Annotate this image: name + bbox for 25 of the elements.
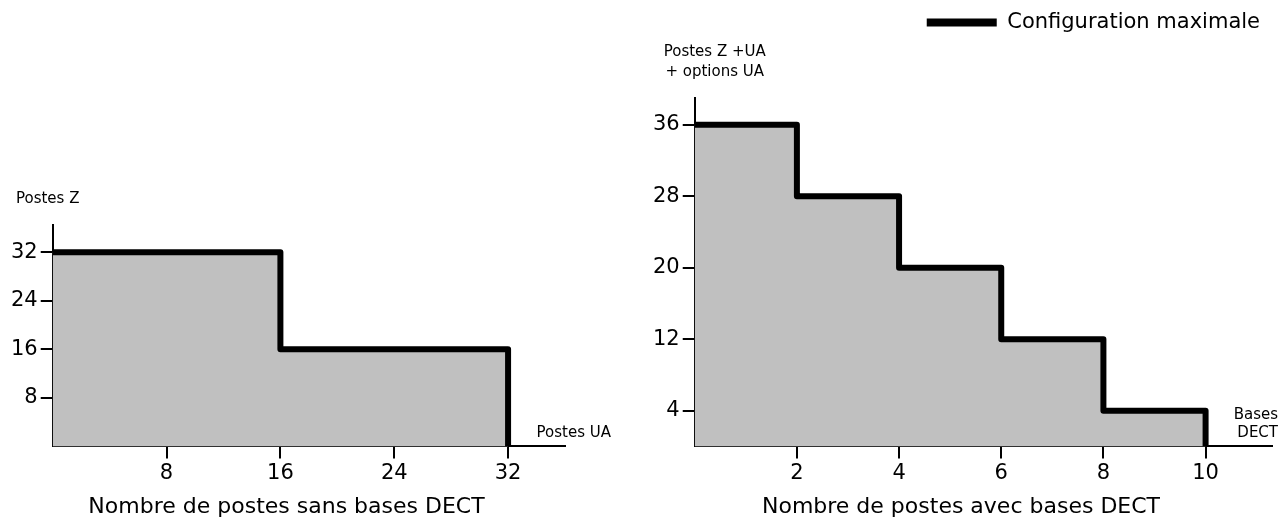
y-tick-label: 4 bbox=[666, 397, 680, 422]
x-tick-label: 6 bbox=[994, 460, 1008, 485]
y-axis-title: Postes Z +UA + options UA bbox=[663, 42, 767, 81]
y-tick-label: 24 bbox=[10, 287, 38, 312]
x-tick-label: 2 bbox=[790, 460, 804, 485]
y-tick-label: 28 bbox=[652, 182, 680, 207]
text: Nombre de postes sans bases DECT bbox=[88, 492, 486, 518]
y-tick-label: 32 bbox=[10, 238, 38, 263]
x-tick-label: 10 bbox=[1192, 460, 1219, 485]
y-tick-label: 8 bbox=[24, 384, 38, 409]
x-tick-label: 8 bbox=[1096, 460, 1111, 485]
x-tick-label: 8 bbox=[159, 460, 174, 485]
x-axis-title: Bases DECT bbox=[1233, 404, 1279, 441]
legend-label: Configuration maximale bbox=[1007, 8, 1261, 33]
x-axis-title: Postes UA bbox=[536, 422, 612, 441]
x-tick-label: 4 bbox=[892, 460, 906, 485]
y-axis-title: Postes Z bbox=[15, 189, 80, 208]
x-tick-label: 24 bbox=[380, 460, 408, 485]
y-tick-label: 12 bbox=[652, 325, 680, 350]
text: Nombre de postes avec bases DECT bbox=[761, 492, 1161, 518]
y-tick-label: 20 bbox=[652, 254, 680, 279]
y-tick-label: 36 bbox=[652, 111, 680, 136]
y-tick-label: 16 bbox=[10, 335, 38, 360]
x-tick-label: 16 bbox=[267, 460, 294, 485]
x-tick-label: 32 bbox=[494, 460, 522, 485]
